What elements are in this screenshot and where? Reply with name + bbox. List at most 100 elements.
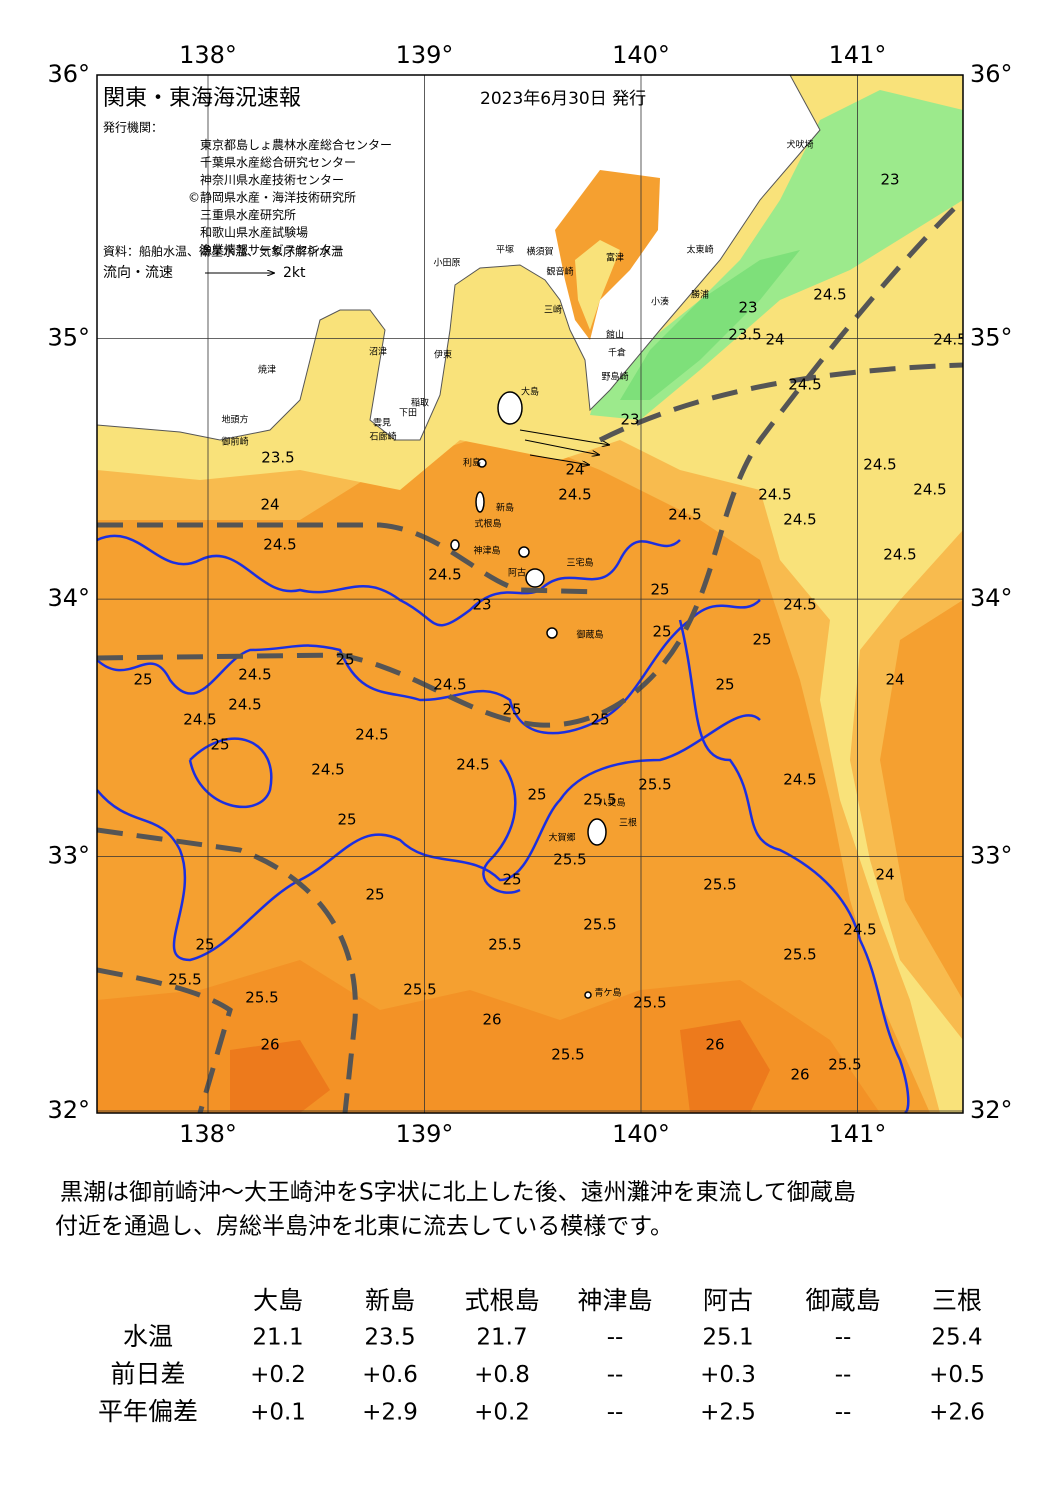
lat-label-right: 34° [970,584,1013,612]
place-name: 地頭方 [221,414,248,426]
place-name: 千倉 [608,347,626,359]
place-name: 三宅島 [566,557,593,569]
place-name: 太東崎 [686,244,713,256]
isotherm-label: 24.5 [933,331,966,349]
isotherm-label: 24.5 [783,511,816,529]
lon-label-bottom: 141° [829,1120,887,1148]
row-label: 平年偏差 [98,1397,198,1426]
place-name: 三根 [619,817,637,829]
map-frame [96,74,964,1114]
flow-legend-label: 流向・流速 [103,265,173,281]
isotherm-label: 25.5 [245,989,278,1007]
table-cell: +0.8 [474,1362,530,1388]
isotherm-label: 26 [790,1066,809,1084]
isotherm-label: 25 [365,886,384,904]
place-name: 御前崎 [221,436,248,448]
isotherm-label: 24.5 [558,486,591,504]
place-name: 小湊 [651,296,669,308]
isotherm-label: 24.5 [238,666,271,684]
land [97,75,821,441]
isotherm-label: 23.5 [728,326,761,344]
isotherm-label: 24.5 [783,771,816,789]
table-header: 御蔵島 [805,1286,880,1315]
kuroshio-contours [97,534,910,1113]
isotherm-label: 25 [335,651,354,669]
isotherm-label: 25.5 [583,916,616,934]
axis-labels: 138° 138° 139° 139° 140° 140° 141° 141° 36° 36° 35… [47,41,1012,1148]
isotherm-label: 24.5 [783,596,816,614]
islands [450,391,607,999]
green-zone-inner [620,250,800,400]
place-name: 利島 [463,457,481,469]
place-name: 伊東 [434,349,452,361]
isotherm-label: 24.5 [428,566,461,584]
lat-label-right: 32° [970,1096,1013,1124]
isotherm-label: 25 [650,581,669,599]
table-header: 新島 [365,1286,415,1315]
isotherm-label: 24 [565,461,584,479]
lon-label-bottom: 140° [612,1120,670,1148]
lat-label-right: 35° [970,324,1013,352]
table-header: 阿古 [703,1286,753,1315]
isotherm-label: 25.5 [783,946,816,964]
isotherm-label: 23 [620,411,639,429]
isotherm-label: 24 [765,331,784,349]
table-cell: +0.5 [929,1362,985,1388]
isotherm-label: 25 [590,711,609,729]
flow-legend-scale: 2kt [283,265,306,281]
table-cell: 21.1 [252,1325,303,1351]
issuer: 東京都島しょ農林水産総合センター [200,137,392,152]
isotherm-label: 25.5 [828,1056,861,1074]
place-name: 青ケ島 [594,987,621,999]
isotherm-label: 23.5 [261,449,294,467]
lon-label-bottom: 138° [179,1120,237,1148]
isotherm-label: 24.5 [433,676,466,694]
table-cell: 21.7 [476,1325,527,1351]
table-cell: -- [835,1362,852,1388]
isotherm-label: 23 [738,299,757,317]
table-cell: +0.3 [700,1362,756,1388]
table-cell: -- [607,1400,624,1426]
data-source: 資料：船舶水温、衛星水温、気象庁解析水温 [103,244,343,259]
place-name: 沼津 [369,347,387,358]
table-cell: +2.9 [362,1400,418,1426]
lon-label-top: 138° [179,41,237,69]
isotherm-label: 24.5 [263,536,296,554]
isotherm-label: 24.5 [813,286,846,304]
table-header: 大島 [253,1286,303,1315]
isotherm-label: 25 [502,701,521,719]
isotherm-label: 23 [880,171,899,189]
place-name: 館山 [606,329,624,341]
table-cell: +0.6 [362,1362,418,1388]
isotherm-label: 26 [260,1036,279,1054]
isotherm-label: 25 [652,623,671,641]
warmest-zone [230,1020,770,1113]
isotherm-label: 25.5 [633,994,666,1012]
place-name: 焼津 [258,365,276,376]
isotherm-label: 25.5 [583,791,616,809]
table-header: 式根島 [464,1286,539,1315]
isotherm-label: 26 [482,1011,501,1029]
isotherm-label: 24.5 [883,546,916,564]
table-cell: -- [835,1325,852,1351]
isotherm-label: 25 [502,871,521,889]
isotherm-label: 24.5 [668,506,701,524]
place-name: 八丈島 [598,797,625,809]
isotherm-label: 23 [472,596,491,614]
table-header: 神津島 [577,1286,652,1315]
lon-label-top: 140° [612,41,670,69]
isotherm-label: 24.5 [183,711,216,729]
isotherm-label: 24.5 [788,376,821,394]
place-name: 横須賀 [526,246,553,258]
lon-label-top: 139° [396,41,454,69]
table-cell: +0.2 [474,1400,530,1426]
table-cell: -- [607,1325,624,1351]
isotherm-label: 24 [885,671,904,689]
isotherm-label: 24 [260,496,279,514]
place-name: 式根島 [474,518,501,530]
place-name: 石廊崎 [369,431,396,443]
place-name: 下田 [399,408,417,419]
isotherm-label: 25.5 [553,851,586,869]
issuer: 三重県水産研究所 [200,207,296,222]
